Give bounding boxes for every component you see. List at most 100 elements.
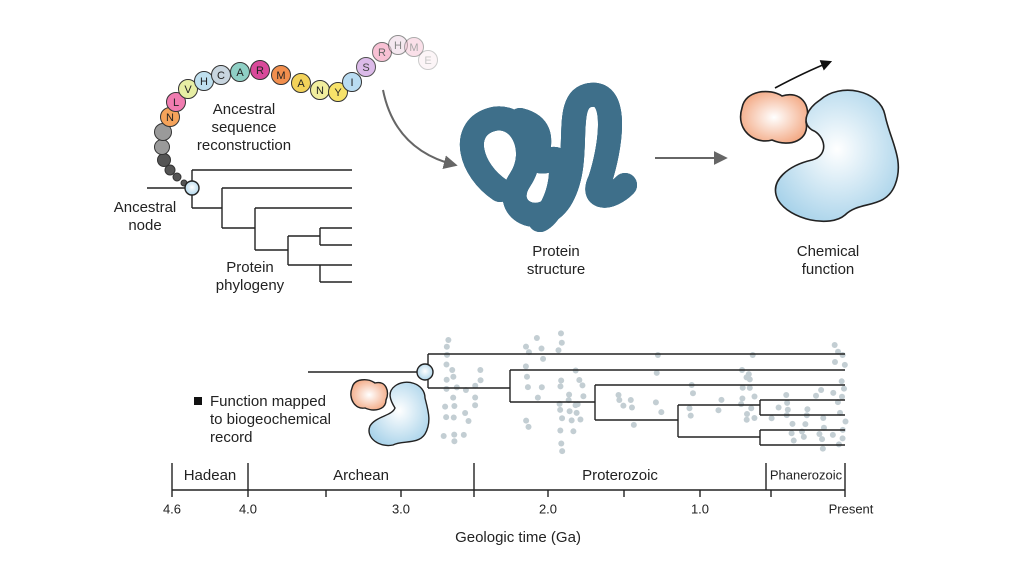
record-dot: [788, 430, 795, 437]
record-dot: [533, 334, 540, 341]
residue-letter: R: [378, 47, 386, 59]
record-dot: [450, 394, 457, 401]
bead: [154, 139, 170, 155]
record-dot: [829, 431, 836, 438]
structure-label: Protein: [532, 243, 580, 260]
record-dot: [566, 408, 573, 415]
record-dot: [555, 347, 562, 354]
ancestral-node: [416, 363, 434, 381]
arrow: [382, 89, 458, 170]
bead: [404, 37, 424, 57]
record-dot: [557, 330, 564, 337]
record-dot: [576, 377, 583, 383]
record-dot: [440, 433, 447, 440]
protein-structure: [472, 95, 637, 232]
record-dot: [450, 414, 457, 421]
record-dot: [743, 416, 750, 423]
record-dot: [802, 421, 809, 428]
record-dot: [523, 417, 530, 424]
record-dot: [841, 361, 848, 368]
record-dot: [570, 428, 577, 435]
function-label: function: [802, 261, 855, 278]
record-dot: [524, 384, 531, 391]
record-dot: [445, 337, 452, 343]
residue-letter: L: [173, 97, 179, 109]
record-dot: [620, 402, 627, 409]
axis-title: Geologic time (Ga): [455, 529, 581, 546]
bead: [388, 35, 408, 55]
residue-letter: C: [217, 70, 225, 82]
record-dot: [738, 401, 745, 408]
record-dot: [557, 427, 564, 434]
residue: N: [310, 80, 330, 100]
record-dot: [525, 423, 532, 430]
record-dot: [748, 405, 755, 412]
residue: C: [211, 65, 231, 85]
record-dot: [789, 420, 796, 427]
phylogeny-label: phylogeny: [216, 277, 285, 294]
record-dot: [577, 416, 584, 423]
record-dot: [477, 377, 484, 384]
record-dot: [630, 421, 637, 428]
residue: V: [178, 79, 198, 99]
function-label: Chemical: [797, 243, 860, 260]
record-dot: [816, 430, 823, 437]
record-dot: [652, 399, 659, 406]
record-dot: [841, 385, 848, 392]
record-dot: [838, 393, 845, 400]
bead: [157, 153, 171, 167]
record-dot: [472, 402, 479, 409]
record-dot: [574, 401, 581, 408]
record-dot: [477, 367, 484, 373]
record-dot: [615, 392, 622, 398]
record-dot: [800, 433, 807, 440]
residue: A: [291, 73, 311, 93]
record-dot: [745, 371, 752, 378]
record-dot: [783, 392, 790, 398]
record-dot: [686, 405, 693, 412]
record-dot: [687, 412, 694, 419]
record-dot: [819, 445, 826, 452]
record-dot: [627, 397, 634, 403]
record-dot: [775, 404, 782, 411]
bead: [342, 72, 362, 92]
node-label: node: [128, 217, 161, 234]
timescale: [171, 463, 846, 497]
bead: [172, 172, 182, 182]
record-dot: [443, 385, 450, 392]
phylogeny-label: Protein: [226, 259, 274, 276]
record-dot: [472, 394, 479, 401]
record-dot: [831, 342, 838, 348]
record-dot: [451, 403, 458, 410]
record-dot: [558, 377, 565, 384]
residue-letter: N: [166, 112, 174, 124]
bead: [328, 82, 348, 102]
function-icon: [350, 379, 430, 447]
record-dot: [751, 393, 758, 400]
residue: I: [342, 72, 362, 92]
record-dot: [616, 397, 623, 404]
eon-label: Proterozoic: [582, 467, 658, 484]
tick-label: Present: [829, 501, 874, 516]
record-dot: [839, 435, 846, 442]
record-dot: [580, 393, 587, 400]
record-dot: [804, 406, 811, 413]
record-dot: [746, 384, 753, 391]
rotation-arrow: [774, 60, 833, 89]
ancestral-node: [184, 180, 200, 196]
reconstruction-label: sequence: [211, 119, 276, 136]
tick-label: 1.0: [691, 501, 709, 516]
reconstruction-label: Ancestral: [213, 101, 276, 118]
tick-label: 2.0: [539, 501, 557, 516]
record-dot: [818, 387, 825, 393]
record-dot: [573, 409, 580, 416]
bead: [166, 92, 186, 112]
residue-letter: R: [256, 65, 264, 77]
record-dot: [739, 384, 746, 391]
record-dot: [835, 348, 842, 355]
record-dot: [751, 415, 758, 422]
record-dot: [540, 355, 547, 362]
record-legend: to biogeochemical: [210, 411, 331, 428]
